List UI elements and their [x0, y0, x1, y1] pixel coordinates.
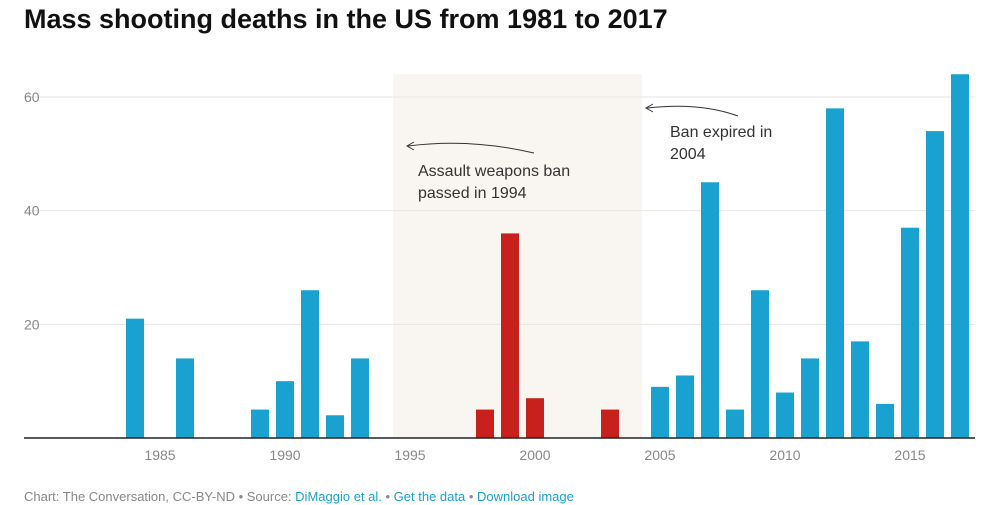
- arrowhead-icon: [405, 141, 415, 151]
- bar-2015: [901, 227, 919, 438]
- arrow-icon: [407, 142, 535, 154]
- y-tick-label: 60: [24, 89, 40, 105]
- bar-2010: [776, 392, 794, 438]
- arrowhead-icon: [644, 103, 654, 113]
- bar-2011: [801, 358, 819, 438]
- separator: •: [465, 489, 478, 504]
- bar-2014: [876, 403, 894, 438]
- bar-2008: [726, 409, 744, 438]
- annotation-ban-passed: passed in 1994: [418, 185, 527, 202]
- bar-2000: [526, 398, 544, 438]
- bar-1999: [501, 233, 519, 438]
- bar-2003: [601, 409, 619, 438]
- bar-2006: [676, 375, 694, 438]
- chart-footer: Chart: The Conversation, CC-BY-ND • Sour…: [24, 489, 574, 504]
- bar-2005: [651, 386, 669, 438]
- bar-1986: [176, 358, 194, 438]
- credit-text: Chart: The Conversation, CC-BY-ND • Sour…: [24, 489, 296, 504]
- bar-2013: [851, 341, 869, 438]
- bar-2009: [751, 290, 769, 438]
- y-tick-label: 20: [24, 316, 40, 332]
- bar-2017: [951, 74, 969, 439]
- bar-1993: [351, 358, 369, 438]
- bar-1998: [476, 409, 494, 438]
- download-image-link[interactable]: Download image: [477, 489, 574, 504]
- x-tick-label: 2010: [769, 447, 800, 463]
- annotation-ban-expired: 2004: [670, 146, 706, 163]
- bar-1984: [126, 318, 144, 438]
- annotation-ban-passed: Assault weapons ban: [418, 163, 570, 180]
- chart-title: Mass shooting deaths in the US from 1981…: [24, 4, 668, 34]
- x-tick-label: 1990: [269, 447, 300, 463]
- annotation-ban-expired: Ban expired in: [670, 124, 772, 141]
- bar-2016: [926, 131, 944, 438]
- x-tick-label: 1995: [394, 447, 425, 463]
- get-data-link[interactable]: Get the data: [393, 489, 466, 504]
- y-tick-label: 40: [24, 203, 40, 219]
- x-tick-label: 1985: [144, 447, 175, 463]
- bar-2012: [826, 108, 844, 438]
- bar-1992: [326, 415, 344, 438]
- x-tick-label: 2000: [519, 447, 550, 463]
- bar-1989: [251, 409, 269, 438]
- separator: •: [381, 489, 394, 504]
- x-tick-label: 2015: [894, 447, 925, 463]
- arrow-icon: [646, 105, 739, 117]
- bar-1990: [276, 381, 294, 438]
- bar-1991: [301, 290, 319, 438]
- bar-2007: [701, 182, 719, 438]
- source-link[interactable]: DiMaggio et al.: [295, 489, 382, 504]
- x-tick-label: 2005: [644, 447, 675, 463]
